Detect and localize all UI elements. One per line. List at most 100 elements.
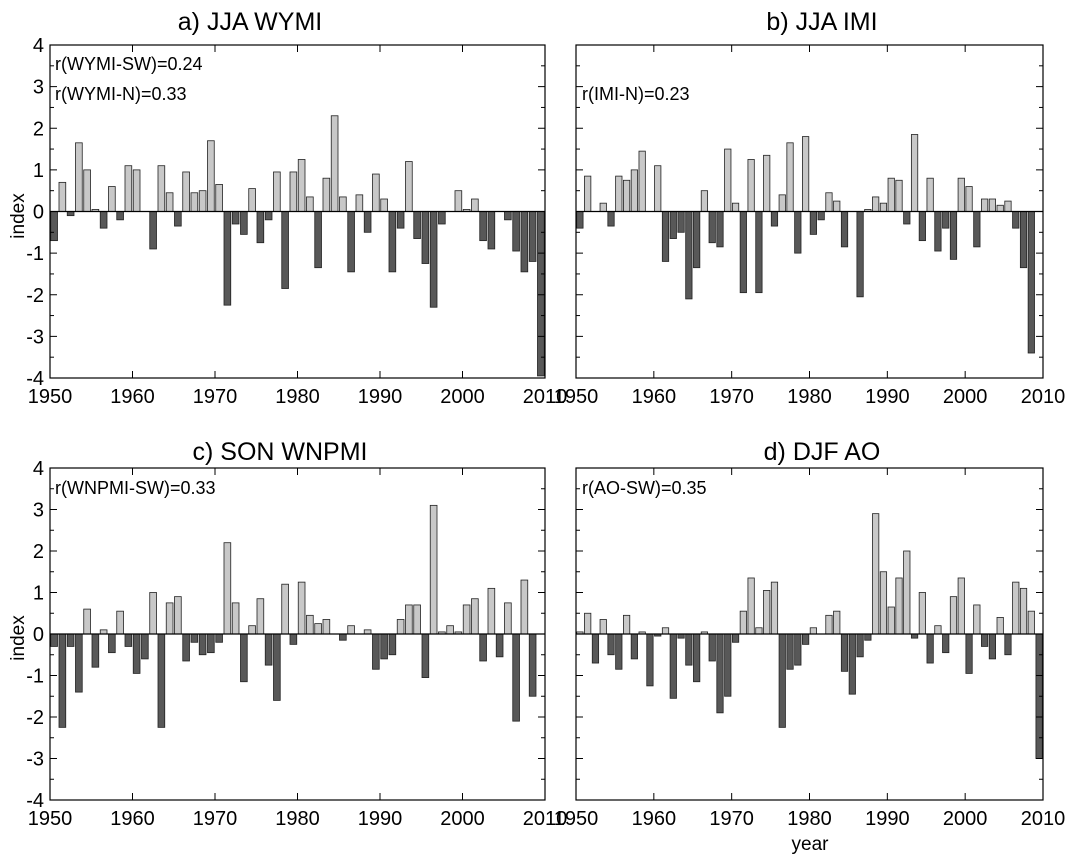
bar-2004 <box>487 211 496 250</box>
panel-b-title: b) JJA IMI <box>766 8 877 36</box>
x-tick-label: 1980 <box>275 386 320 408</box>
bar-1969 <box>716 211 724 248</box>
bar-1974 <box>755 211 763 294</box>
bar-1979 <box>281 211 289 289</box>
bar-2006 <box>504 211 512 221</box>
bar-1975 <box>248 625 256 635</box>
bar-1976 <box>256 211 265 244</box>
bar-2006 <box>504 602 512 635</box>
bar-2003 <box>479 211 487 242</box>
panel-b-annotation-1: r(IMI-N)=0.23 <box>582 84 690 104</box>
y-tick-label: -4 <box>26 368 44 390</box>
bar-1973 <box>747 159 755 212</box>
panel-a-xticklabels: 1950 1960 1970 1980 1990 2000 2010 <box>28 386 568 408</box>
bar-1966 <box>174 596 182 635</box>
panel-c: c) SON WNPMI r(WNPMI-SW)=0.33 1950 1960 19… <box>26 438 567 830</box>
bar-2007 <box>1012 581 1020 635</box>
bar-1987 <box>856 633 864 658</box>
bar-1981 <box>809 211 817 235</box>
bar-1977 <box>264 211 273 221</box>
x-tick-label: 2010 <box>1021 808 1066 830</box>
bar-1995 <box>413 211 421 239</box>
bar-1952 <box>584 175 592 212</box>
bar-2002 <box>471 198 479 212</box>
bar-1966 <box>174 211 182 227</box>
bar-1995 <box>918 211 926 242</box>
panel-c-annotation-1: r(WNPMI-SW)=0.33 <box>55 478 216 498</box>
bar-1997 <box>429 211 438 308</box>
y-tick-label: -2 <box>26 285 44 307</box>
bar-1971 <box>731 633 740 643</box>
bar-1982 <box>306 614 314 635</box>
bar-1993 <box>903 211 911 225</box>
bar-1980 <box>802 633 810 645</box>
bar-1990 <box>879 571 888 635</box>
bar-2005 <box>996 204 1004 212</box>
bar-1953 <box>66 211 75 217</box>
bar-1969 <box>716 633 724 714</box>
bar-1980 <box>289 633 298 645</box>
bar-2003 <box>981 633 989 647</box>
y-tick-label: 1 <box>33 583 44 605</box>
bar-1981 <box>297 581 306 635</box>
x-tick-label: 1960 <box>632 386 677 408</box>
panel-a-plot <box>49 44 546 379</box>
bar-1954 <box>75 633 83 693</box>
y-tick-label: 0 <box>33 624 44 646</box>
bar-1979 <box>794 633 802 666</box>
bar-1981 <box>297 159 306 212</box>
bar-1968 <box>708 211 716 244</box>
bar-2010 <box>537 211 545 377</box>
bar-1955 <box>83 169 91 212</box>
bar-1969 <box>198 633 207 656</box>
bar-2001 <box>965 633 973 674</box>
bar-1990 <box>372 633 380 670</box>
bar-1961 <box>132 169 141 212</box>
bar-1982 <box>306 196 314 212</box>
x-tick-label: 1950 <box>554 386 599 408</box>
bar-1989 <box>872 513 880 635</box>
bar-1989 <box>872 196 880 212</box>
bar-1981 <box>809 627 817 635</box>
bar-2009 <box>528 633 537 697</box>
bar-1993 <box>396 619 405 635</box>
bar-1965 <box>685 633 693 666</box>
bar-1968 <box>190 192 199 212</box>
bar-2007 <box>1012 211 1020 229</box>
x-tick-label: 2000 <box>943 808 988 830</box>
panel-a-annotation-1: r(WYMI-SW)=0.24 <box>55 54 203 74</box>
bar-2002 <box>973 211 981 248</box>
bar-1997 <box>429 504 438 635</box>
bar-1974 <box>240 633 248 683</box>
bar-1957 <box>99 629 108 635</box>
bar-2004 <box>487 587 496 635</box>
bar-1995 <box>918 592 926 635</box>
bar-1967 <box>700 190 709 212</box>
bar-1999 <box>949 211 958 260</box>
x-tick-label: 1970 <box>193 386 238 408</box>
bar-1952 <box>58 633 67 728</box>
bar-1963 <box>149 211 157 250</box>
bar-1970 <box>207 633 215 654</box>
bar-1979 <box>794 211 802 254</box>
x-tick-label: 1960 <box>110 808 155 830</box>
bar-1991 <box>887 606 895 635</box>
x-tick-label: 1970 <box>709 386 754 408</box>
bar-1965 <box>165 192 174 212</box>
bar-1952 <box>584 612 592 635</box>
x-tick-label: 1950 <box>28 386 73 408</box>
bar-1996 <box>421 633 430 678</box>
bar-1966 <box>693 211 701 269</box>
panel-a-annotation-2: r(WYMI-N)=0.33 <box>55 84 187 104</box>
bar-1954 <box>599 202 607 212</box>
bar-1998 <box>942 633 950 654</box>
bar-1976 <box>770 581 779 635</box>
y-tick-label: -4 <box>26 790 44 812</box>
bar-1976 <box>256 598 265 635</box>
bar-1964 <box>157 633 166 728</box>
bar-1993 <box>903 550 911 635</box>
panel-d-xticklabels: 1950 1960 1970 1980 1990 2000 2010 <box>554 808 1066 830</box>
bar-1986 <box>339 196 347 212</box>
bar-1995 <box>413 604 421 635</box>
bar-1961 <box>654 165 662 212</box>
